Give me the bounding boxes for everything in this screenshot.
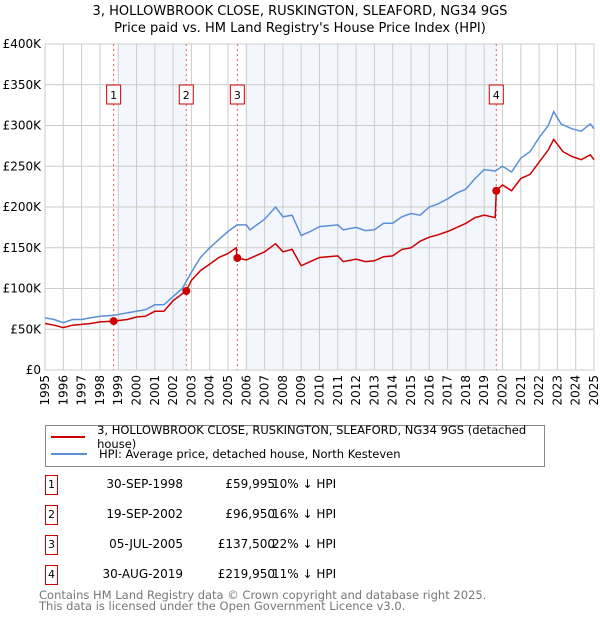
legend-label-property: 3, HOLLOWBROOK CLOSE, RUSKINGTON, SLEAFO… [97,423,527,451]
sale-point [109,317,118,326]
sale-hpi-diff: 16% ↓ HPI [272,507,337,521]
footer-licence: This data is licensed under the Open Gov… [39,599,406,613]
x-tick-label: 2002 [166,375,180,406]
x-tick-label: 2007 [258,375,272,406]
sale-label: 3 [234,89,241,102]
sale-label: 4 [493,89,500,102]
x-tick-label: 2018 [459,375,473,406]
x-tick-label: 2017 [441,375,455,406]
sale-date: 19-SEP-2002 [106,507,183,521]
table-row: 1 30-SEP-1998 £59,995 10% ↓ HPI [45,475,445,495]
sale-label-box [488,84,504,105]
x-tick-label: 2020 [496,375,510,406]
table-row: 4 30-AUG-2019 £219,950 11% ↓ HPI [45,565,445,585]
y-tick-label: £300K [3,119,43,133]
y-tick-label: £100K [3,282,43,296]
table-row: 2 19-SEP-2002 £96,950 16% ↓ HPI [45,505,445,525]
x-tick-label: 2015 [404,375,418,406]
x-tick-label: 2014 [386,375,400,406]
y-tick-label: £150K [3,241,43,255]
footer-copyright: Contains HM Land Registry data © Crown c… [39,588,487,602]
plot-border [44,43,595,371]
x-tick-label: 1997 [75,375,89,406]
x-tick-label: 2010 [313,375,327,406]
sale-date: 05-JUL-2005 [109,537,183,551]
x-tick-label: 2025 [587,375,600,406]
sale-marker-badge: 2 [45,505,58,525]
sale-label: 1 [110,89,117,102]
x-tick-label: 2000 [130,375,144,406]
sale-hpi-diff: 10% ↓ HPI [272,477,337,491]
sale-marker-badge: 1 [45,475,58,495]
chart-subtitle: Price paid vs. HM Land Registry's House … [114,21,486,36]
sale-date: 30-AUG-2019 [102,567,184,581]
price-chart: 1995 1996 1997 1998 1999 2000 2001 2002 2003 2004… [3,37,600,406]
x-tick-label: 1996 [56,375,70,406]
legend-swatch-blue [51,453,87,455]
sale-label: 2 [183,89,190,102]
x-tick-label: 2005 [221,375,235,406]
sale-point [233,253,242,262]
property-price-line [44,137,595,329]
x-tick-label: 2016 [422,375,436,406]
sale-label-box [106,84,122,105]
sale-price: £219,950 [217,567,275,581]
x-tick-label: 2012 [349,375,363,406]
y-tick-label: £0 [26,363,41,377]
x-tick-label: 2009 [294,375,308,406]
x-tick-label: 2022 [532,375,546,406]
x-tick-label: 2019 [477,375,491,406]
x-tick-label: 2006 [239,375,253,406]
sale-label-box [178,84,194,105]
sale-price: £137,500 [217,537,275,551]
y-tick-label: £200K [3,200,43,214]
x-tick-label: 2004 [203,375,217,406]
legend-item-property: 3, HOLLOWBROOK CLOSE, RUSKINGTON, SLEAFO… [51,423,544,451]
sale-price: £59,995 [225,477,275,491]
sale-price: £96,950 [225,507,275,521]
sale-marker-badge: 3 [45,535,58,555]
y-tick-label: £400K [3,37,43,51]
x-tick-label: 2011 [331,375,345,406]
x-tick-label: 2013 [367,375,381,406]
x-tick-label: 1999 [111,375,125,406]
sale-label-box [229,84,245,105]
sale-point [492,186,501,195]
x-tick-label: 1998 [93,375,107,406]
x-tick-label: 2024 [569,375,583,406]
x-tick-label: 2001 [148,375,162,406]
legend-label-hpi: HPI: Average price, detached house, Nort… [99,447,401,461]
x-tick-label: 2003 [184,375,198,406]
x-tick-label: 2023 [550,375,564,406]
x-tick-label: 2021 [514,375,528,406]
legend-swatch-red [51,436,86,438]
sale-marker-badge: 4 [45,565,58,585]
y-tick-label: £50K [10,322,42,336]
x-tick-label: 1995 [38,375,52,406]
sale-point [182,286,191,295]
chart-title: 3, HOLLOWBROOK CLOSE, RUSKINGTON, SLEAFO… [92,4,508,19]
x-tick-label: 2008 [276,375,290,406]
sale-date: 30-SEP-1998 [106,477,183,491]
table-row: 3 05-JUL-2005 £137,500 22% ↓ HPI [45,535,445,555]
y-tick-label: £250K [3,159,43,173]
y-tick-label: £350K [3,78,43,92]
legend: 3, HOLLOWBROOK CLOSE, RUSKINGTON, SLEAFO… [45,423,545,467]
legend-item-hpi: HPI: Average price, detached house, Nort… [51,446,401,462]
sale-hpi-diff: 11% ↓ HPI [272,567,337,581]
sale-hpi-diff: 22% ↓ HPI [272,537,337,551]
hpi-line [44,109,595,324]
